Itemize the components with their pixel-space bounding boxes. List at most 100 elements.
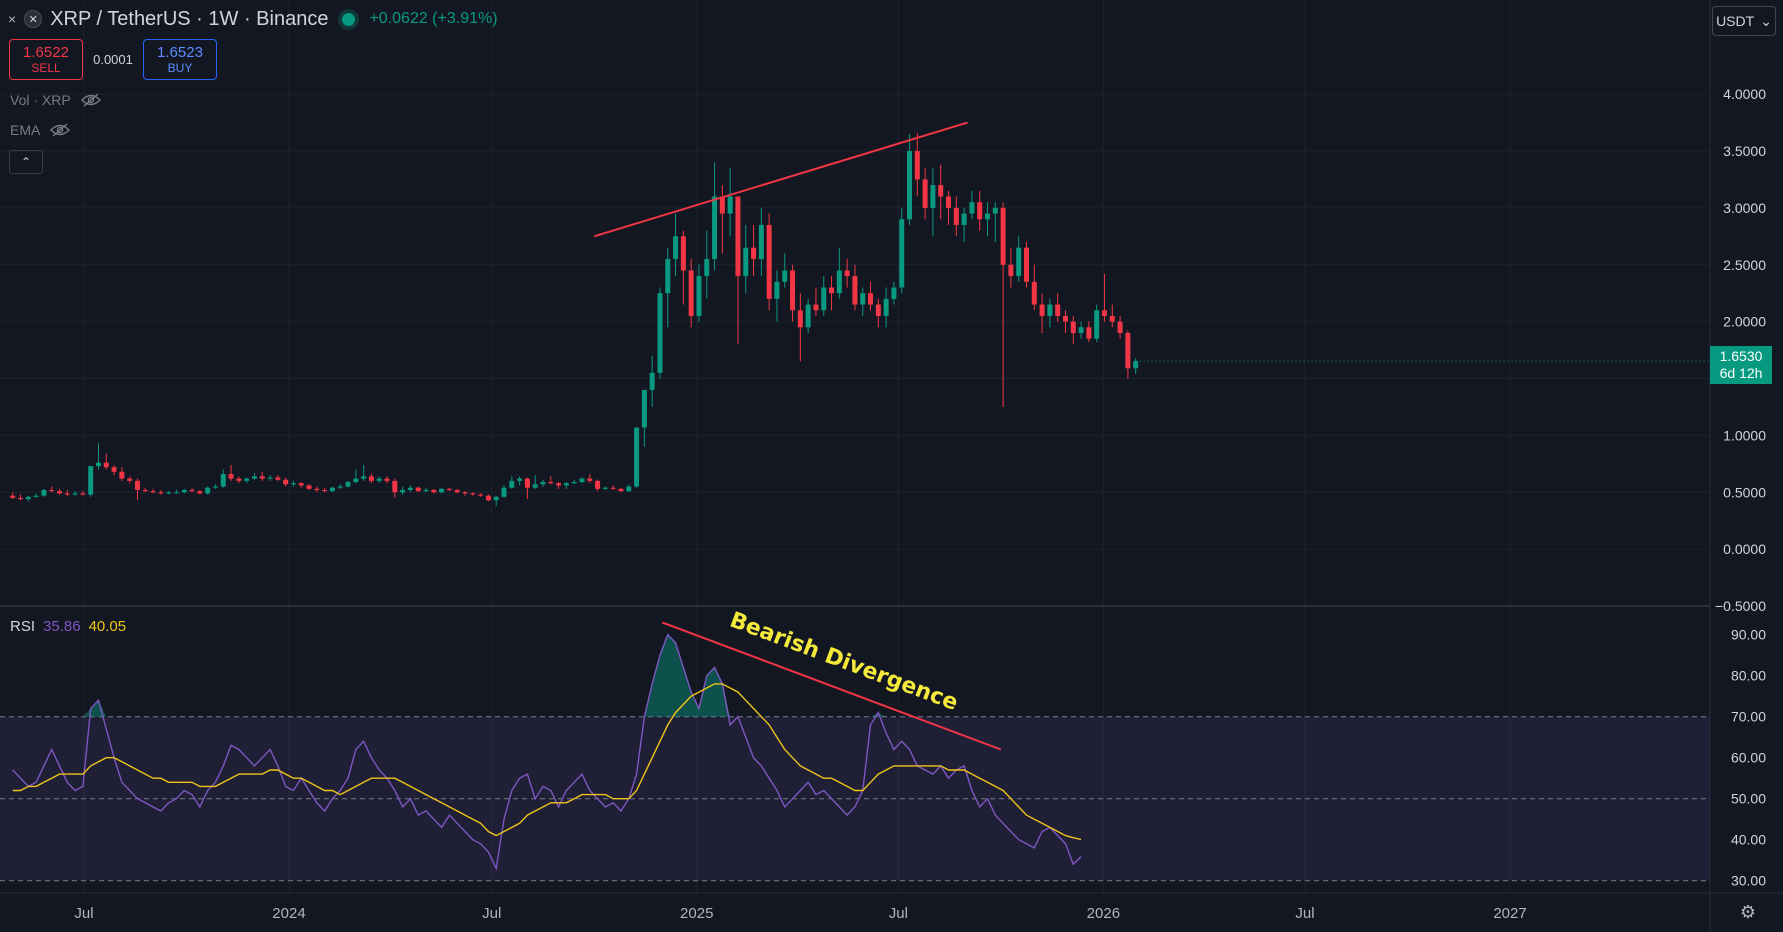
candle-body [626, 486, 632, 492]
candle-body [922, 179, 928, 208]
candle-body [95, 462, 101, 467]
divergence-annotation: Bearish Divergence [726, 608, 961, 716]
currency-select[interactable]: USDT ⌄ [1712, 6, 1776, 36]
buy-price: 1.6523 [157, 44, 203, 61]
candle [1016, 236, 1022, 282]
candle-body [423, 489, 429, 492]
candle [462, 491, 468, 496]
candle-body [1031, 281, 1037, 305]
candle-body [790, 270, 796, 311]
candle [314, 486, 320, 493]
candle-body [17, 497, 23, 500]
candle-body [618, 488, 624, 492]
eye-hidden-icon[interactable] [80, 93, 101, 107]
rsi-tick-label: 30.00 [1731, 873, 1766, 889]
candle-body [384, 478, 390, 481]
candle-body [415, 487, 421, 492]
candle [641, 389, 647, 447]
volume-indicator[interactable]: Vol · XRP [10, 92, 101, 108]
price-tick-label: 0.0000 [1723, 541, 1766, 557]
candle [49, 486, 55, 493]
candle [727, 168, 733, 237]
candle [493, 495, 499, 506]
candle [485, 494, 491, 502]
candle [563, 482, 569, 489]
candle [361, 464, 367, 481]
candle [634, 427, 640, 488]
candle-body [400, 489, 406, 493]
candle [384, 476, 390, 484]
candle [922, 168, 928, 220]
candle [1000, 202, 1006, 407]
candle [189, 487, 195, 493]
candle-body [1023, 247, 1029, 282]
time-tick-label: Jul [482, 905, 501, 922]
sell-button[interactable]: 1.6522 SELL [9, 39, 83, 80]
candle-body [509, 480, 515, 488]
candle [735, 196, 741, 345]
candle-body [1117, 321, 1123, 333]
candle-body [290, 483, 296, 485]
candle [446, 487, 452, 492]
rsi-legend[interactable]: RSI 35.86 40.05 [10, 618, 126, 635]
rsi-tick-label: 90.00 [1731, 627, 1766, 643]
candle [509, 476, 515, 489]
candle-body [602, 487, 608, 489]
buy-button[interactable]: 1.6523 BUY [143, 39, 217, 80]
xrp-logo-icon: ✕ [24, 10, 43, 28]
candle [1125, 330, 1131, 379]
candle-body [1008, 264, 1014, 277]
collapse-indicators-button[interactable]: ⌃ [9, 150, 43, 174]
price-tick-label: 0.5000 [1723, 484, 1766, 500]
gear-icon[interactable]: ⚙ [1739, 902, 1757, 922]
candle [41, 488, 47, 497]
candle [345, 480, 351, 488]
time-tick-label: 2027 [1493, 905, 1526, 922]
candle [298, 482, 304, 488]
candle [64, 489, 70, 496]
rsi-trendline [661, 621, 1002, 751]
ema-indicator[interactable]: EMA [10, 122, 71, 138]
candle-body [524, 478, 530, 488]
candle-body [758, 224, 764, 260]
candle-body [930, 185, 936, 208]
price-tick-label: 1.0000 [1723, 427, 1766, 443]
candle [774, 270, 780, 322]
candle [875, 298, 881, 328]
last-price-tag: 1.6530 6d 12h [1710, 346, 1772, 384]
candle-body [10, 495, 16, 498]
currency-label: USDT [1716, 13, 1755, 29]
candle-body [665, 259, 671, 294]
candle [88, 466, 94, 497]
candle-body [314, 488, 320, 490]
candle-body [462, 492, 468, 494]
candle [868, 281, 874, 311]
candle [1133, 358, 1139, 374]
candle [72, 491, 78, 496]
candle-body [119, 471, 125, 479]
candle-body [306, 485, 312, 489]
candle-body [158, 492, 164, 494]
close-icon[interactable]: × [8, 11, 17, 27]
candle [283, 477, 289, 487]
candle-body [181, 489, 187, 493]
rsi-tick-label: 70.00 [1731, 709, 1766, 725]
rsi-axis: 90.00 80.00 70.00 60.00 50.00 40.00 30.00 [1731, 627, 1766, 889]
candle [548, 476, 554, 485]
symbol-title[interactable]: XRP / TetherUS · 1W · Binance [50, 7, 329, 30]
rsi-ma-line [12, 683, 1082, 841]
rsi-zone [0, 716, 1710, 882]
candle [33, 493, 39, 498]
candle [743, 224, 749, 294]
candle [930, 168, 936, 237]
candle [829, 276, 835, 311]
candle [524, 477, 530, 500]
eye-hidden-icon[interactable] [50, 123, 71, 137]
candle [595, 479, 601, 492]
candle-body [610, 487, 616, 489]
candle-body [501, 487, 507, 497]
candle [1031, 264, 1037, 311]
candle-body [376, 478, 382, 481]
